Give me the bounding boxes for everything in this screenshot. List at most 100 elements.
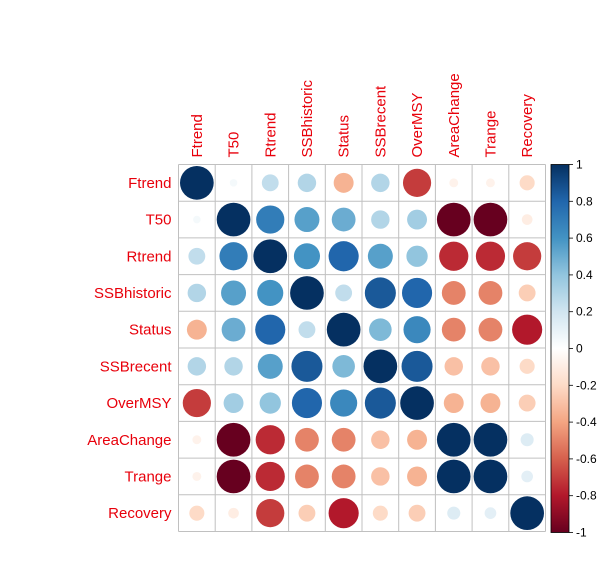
row-label: Rtrend — [126, 248, 171, 265]
correlation-circle — [229, 179, 238, 187]
correlation-circle — [408, 504, 426, 522]
correlation-circle — [255, 425, 285, 455]
correlation-circle — [188, 247, 206, 265]
correlation-circle — [401, 350, 433, 382]
color-legend-tick-label: 0 — [576, 342, 583, 356]
color-legend-tick-label: -1 — [576, 526, 587, 540]
correlation-circle — [478, 317, 503, 342]
correlation-circle — [519, 358, 535, 374]
correlation-circle — [400, 386, 434, 420]
color-legend-bar — [550, 164, 570, 533]
correlation-circle — [436, 459, 471, 494]
correlation-circle — [332, 355, 355, 378]
correlation-circle — [364, 387, 396, 419]
correlation-circle — [216, 202, 251, 237]
row-label: OverMSY — [106, 395, 171, 412]
correlation-circle — [192, 435, 202, 445]
correlation-circle — [371, 430, 390, 449]
correlation-circle — [219, 242, 248, 271]
correlation-circle — [328, 241, 359, 272]
correlation-circle — [228, 507, 239, 519]
correlation-circle — [447, 506, 461, 520]
correlation-circle — [473, 459, 508, 494]
correlation-circle — [331, 427, 356, 452]
correlation-circle — [449, 178, 459, 188]
correlation-circle — [407, 209, 428, 230]
correlation-circle — [293, 243, 321, 270]
correlation-circle — [256, 205, 285, 234]
correlation-circle — [407, 429, 428, 450]
correlation-circle — [485, 178, 495, 188]
correlation-circle — [255, 461, 285, 492]
correlation-circle — [443, 393, 464, 414]
matrix-grid — [178, 164, 546, 532]
color-legend-tick-label: 0.8 — [576, 194, 593, 208]
correlation-circles — [180, 166, 544, 530]
color-legend: 1 0.8 0.6 0.4 0.2 0 -0.2 -0.4 -0.6 -0.8 -1 — [550, 158, 597, 540]
correlation-circle — [519, 175, 535, 191]
correlation-circle — [436, 422, 471, 457]
correlation-circle — [436, 202, 471, 237]
correlation-circle — [187, 283, 207, 303]
correlation-circle — [521, 470, 533, 483]
column-label: Recovery — [519, 94, 536, 158]
correlation-circle — [371, 467, 390, 486]
correlation-circle — [326, 312, 361, 347]
column-label: AreaChange — [446, 73, 463, 157]
column-label: Rtrend — [262, 112, 279, 157]
correlation-circle — [475, 241, 506, 271]
correlation-circle — [364, 277, 396, 309]
correlation-circle — [513, 242, 542, 271]
correlation-circle — [363, 349, 398, 384]
row-label: SSBhistoric — [94, 285, 172, 302]
correlation-circle — [291, 350, 323, 382]
correlation-circle — [295, 427, 319, 452]
correlation-circle — [192, 471, 202, 481]
row-label: Trange — [125, 468, 172, 485]
correlation-circle — [510, 496, 544, 530]
column-labels: Ftrend T50 Rtrend SSBhistoric Status SSBrecen… — [189, 73, 536, 157]
correlation-circle — [291, 387, 323, 419]
correlation-circle — [439, 241, 469, 271]
correlation-circle — [255, 314, 286, 345]
correlation-circle — [223, 393, 244, 414]
correlation-circle — [333, 172, 354, 193]
correlation-circle — [481, 357, 500, 376]
row-label: Status — [129, 322, 172, 339]
correlation-circle — [371, 173, 390, 193]
column-label: Trange — [482, 111, 499, 158]
correlation-circle — [407, 466, 428, 487]
color-legend-tick-label: 0.4 — [576, 268, 593, 282]
column-label: SSBrecent — [372, 85, 389, 158]
correlation-circle — [441, 317, 466, 342]
correlation-circle — [221, 317, 246, 342]
correlation-circle — [518, 394, 536, 412]
correlation-circle — [473, 202, 508, 237]
correlation-circle — [189, 505, 205, 521]
correlation-circle — [441, 281, 466, 305]
color-legend-tick-label: 0.2 — [576, 305, 593, 319]
correlation-circle — [187, 357, 207, 376]
correlation-circle — [520, 433, 534, 447]
correlation-circle — [403, 316, 431, 344]
correlation-circle — [182, 388, 211, 418]
column-label: OverMSY — [409, 92, 426, 157]
color-legend-tick-label: 0.6 — [576, 231, 593, 245]
column-label: Status — [336, 115, 353, 158]
correlation-circle — [330, 389, 358, 417]
column-label: Ftrend — [189, 114, 206, 157]
correlation-circle — [298, 504, 316, 522]
row-label: AreaChange — [87, 432, 171, 449]
correlation-circle — [518, 284, 536, 302]
correlation-circle — [484, 507, 497, 519]
correlation-circle — [256, 499, 285, 528]
correlation-circle — [216, 459, 251, 494]
row-label: Recovery — [108, 505, 172, 522]
correlation-circle — [369, 318, 392, 341]
correlation-circle — [297, 173, 317, 193]
correlation-circle — [480, 393, 501, 414]
row-label: Ftrend — [128, 175, 171, 192]
correlation-circle — [478, 281, 503, 305]
correlation-circle — [193, 215, 201, 224]
